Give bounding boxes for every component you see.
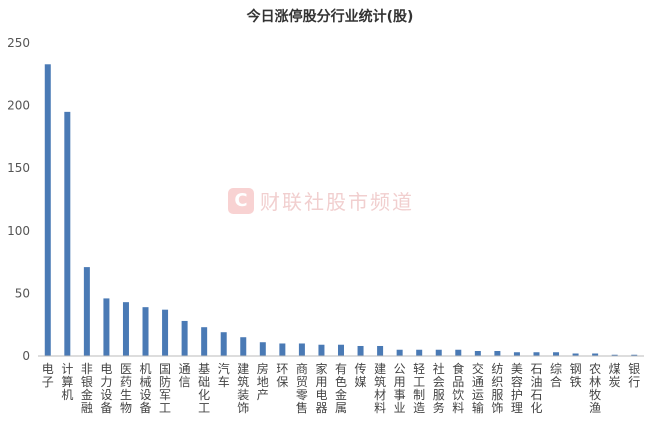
bar: [201, 327, 208, 356]
bar: [357, 345, 364, 356]
x-tick-label: 机械设备: [140, 362, 152, 415]
bars: [44, 64, 638, 356]
x-tick-label: 煤炭: [609, 362, 621, 389]
y-axis: 0 50 100 150 200 250: [7, 36, 30, 363]
bar: [142, 307, 149, 356]
y-tick-label: 150: [7, 161, 30, 175]
bar: [572, 353, 579, 356]
y-tick-label: 100: [7, 224, 30, 238]
x-tick-label: 钢铁: [570, 362, 582, 389]
x-tick-label: 电力设备: [100, 362, 112, 415]
x-tick-label: 建筑装饰: [237, 362, 249, 415]
x-tick-label: 计算机: [61, 362, 73, 402]
bar: [64, 111, 71, 356]
bar: [377, 345, 384, 356]
x-axis: 电子计算机非银金融电力设备医药生物机械设备国防军工通信基础化工汽车建筑装饰房地产…: [38, 355, 644, 415]
bar: [279, 343, 286, 356]
x-tick-label: 传媒: [355, 361, 367, 389]
bar: [592, 353, 599, 356]
x-tick-label: 银行: [628, 362, 640, 389]
x-tick-label: 食品饮料: [452, 361, 464, 415]
bar: [611, 354, 618, 356]
bar: [181, 320, 188, 356]
x-tick-label: 农林牧渔: [589, 362, 601, 415]
bar: [338, 344, 344, 356]
bar: [220, 332, 227, 356]
bar: [474, 350, 481, 356]
y-tick-label: 50: [15, 286, 30, 300]
bar: [455, 349, 462, 356]
x-tick-label: 家用电器: [315, 361, 327, 415]
x-tick-label: 房地产: [257, 361, 269, 402]
bar: [494, 350, 501, 356]
bar: [162, 309, 169, 356]
x-tick-label: 商贸零售: [296, 361, 308, 415]
x-tick-label: 美容护理: [511, 362, 523, 415]
x-tick-label: 社会服务: [433, 361, 445, 415]
y-tick-label: 200: [7, 99, 30, 113]
chart-title: 今日涨停股分行业统计(股): [246, 9, 414, 25]
bar: [533, 352, 540, 356]
x-tick-label: 轻工制造: [413, 362, 425, 415]
x-tick-label: 有色金属: [335, 362, 347, 415]
y-tick-label: 250: [7, 36, 30, 50]
bar: [513, 352, 520, 356]
bar: [259, 342, 266, 356]
bar: [553, 352, 560, 356]
bar: [44, 64, 51, 356]
bar: [396, 349, 403, 356]
bar: [83, 267, 90, 356]
watermark: C 财联社股市频道: [228, 186, 414, 215]
x-tick-label: 通信: [179, 362, 191, 389]
x-tick-label: 医药生物: [120, 362, 132, 415]
x-tick-label: 基础化工: [198, 362, 210, 415]
bar: [318, 344, 325, 356]
x-tick-label: 非银金融: [81, 362, 93, 415]
x-tick-label: 建筑材料: [374, 362, 386, 415]
x-tick-label: 交通运输: [472, 361, 484, 415]
x-tick-label: 电子: [42, 362, 54, 389]
x-tick-label: 汽车: [218, 361, 230, 389]
watermark-logo-icon: C: [228, 187, 254, 214]
bar: [416, 349, 423, 356]
x-tick-label: 石油石化: [530, 362, 542, 415]
y-tick-label: 0: [22, 349, 30, 363]
bar: [631, 354, 638, 356]
bar: [240, 337, 247, 356]
x-tick-label: 公用事业: [394, 362, 406, 415]
bar: [298, 343, 305, 356]
bar: [435, 349, 442, 356]
bar: [122, 302, 129, 356]
x-tick-label: 国防军工: [159, 362, 171, 415]
x-tick-label: 环保: [276, 362, 288, 389]
bar: [103, 298, 110, 356]
x-tick-label: 综合: [550, 362, 562, 389]
watermark-text: 财联社股市频道: [260, 190, 414, 214]
x-tick-label: 纺织服饰: [491, 362, 503, 415]
